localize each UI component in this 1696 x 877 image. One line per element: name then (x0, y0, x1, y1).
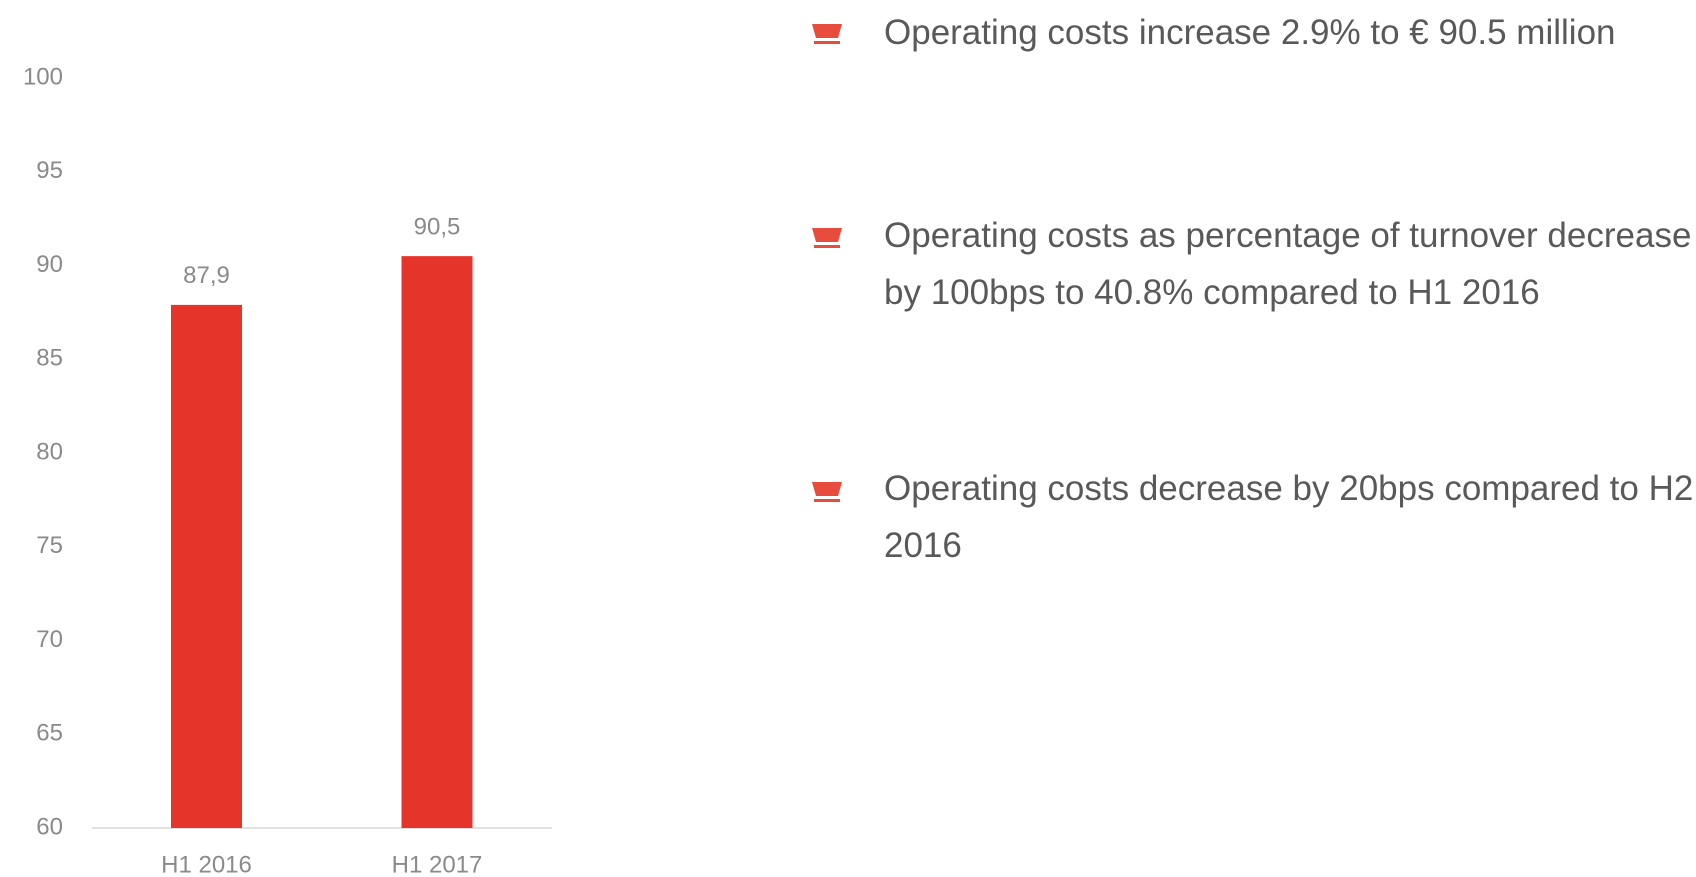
y-tick-label: 100 (23, 63, 63, 90)
bullet-icon (812, 228, 842, 242)
y-tick-label: 85 (36, 345, 63, 372)
bullet-icon (812, 24, 842, 38)
y-tick-label: 95 (36, 157, 63, 184)
bar (171, 304, 242, 828)
y-tick-label: 60 (36, 813, 63, 840)
bullet-text: Operating costs as percentage of turnove… (884, 216, 1692, 312)
bullet-text: Operating costs decrease by 20bps compar… (884, 469, 1694, 565)
y-tick-label: 80 (36, 438, 63, 465)
data-label: 90,5 (414, 213, 461, 240)
bullet-icon (814, 499, 840, 502)
y-tick-label: 65 (36, 720, 63, 747)
bullet-icon (814, 41, 840, 44)
bullet-icon (812, 482, 842, 496)
y-tick-label: 70 (36, 626, 63, 653)
x-tick-label: H1 2016 (161, 851, 252, 877)
bar (401, 256, 473, 828)
bullet-text: Operating costs increase 2.9% to € 90.5 … (884, 13, 1616, 52)
y-tick-label: 75 (36, 532, 63, 559)
x-tick-label: H1 2017 (392, 851, 483, 877)
bullet-icons (812, 24, 842, 502)
data-label: 87,9 (183, 262, 230, 289)
y-tick-label: 90 (36, 251, 63, 278)
bullet-icon (814, 245, 840, 248)
